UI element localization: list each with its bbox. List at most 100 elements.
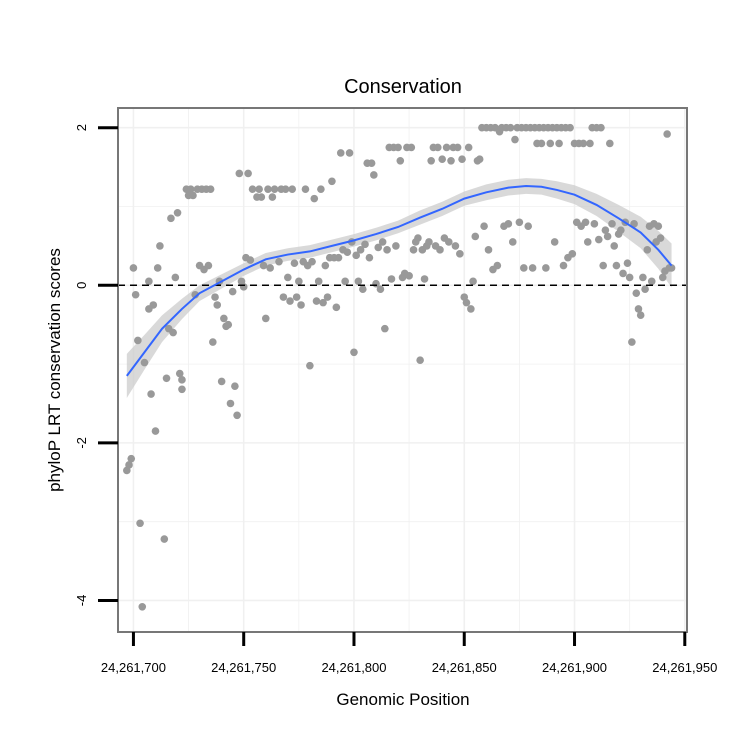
x-axis-tick-label: 24,261,700	[101, 660, 166, 675]
data-point	[484, 246, 493, 254]
data-point	[334, 253, 343, 262]
data-point	[381, 324, 389, 333]
data-point	[186, 185, 195, 193]
data-point	[354, 277, 363, 286]
data-point	[345, 149, 354, 157]
data-point	[145, 277, 153, 286]
data-point	[314, 277, 323, 286]
y-axis-tick-label: 0	[74, 282, 89, 289]
data-point	[239, 283, 248, 291]
data-point	[136, 519, 144, 528]
data-point	[264, 185, 272, 193]
data-point	[425, 238, 433, 246]
data-point	[634, 305, 643, 313]
data-point	[464, 143, 473, 152]
data-point	[667, 264, 676, 272]
x-axis-tick-label: 24,261,850	[432, 660, 497, 675]
data-point	[641, 285, 649, 294]
data-point	[583, 238, 592, 246]
data-point	[178, 376, 186, 384]
data-point	[178, 385, 186, 394]
data-point	[610, 242, 619, 250]
data-point	[209, 338, 217, 346]
data-point	[599, 261, 607, 270]
data-point	[555, 139, 563, 148]
data-point	[663, 130, 671, 138]
data-point	[597, 123, 605, 132]
data-point	[217, 377, 226, 386]
axes: 24,261,700 24,261,750 24,261,800 24,261,850…	[74, 124, 717, 675]
data-point	[475, 155, 484, 164]
data-point	[149, 301, 158, 309]
data-point	[352, 251, 360, 260]
y-axis-title: phyloP LRT conservation scores	[45, 248, 64, 492]
data-point	[524, 222, 533, 230]
data-point	[292, 293, 301, 301]
data-point	[138, 602, 147, 611]
data-point	[442, 143, 451, 152]
data-point	[630, 220, 638, 228]
data-point	[356, 246, 365, 254]
data-point	[559, 261, 568, 270]
data-point	[405, 272, 413, 280]
data-point	[456, 249, 464, 258]
data-point	[658, 273, 667, 282]
data-point	[590, 220, 599, 228]
data-point	[568, 249, 577, 258]
data-point	[643, 246, 652, 254]
data-point	[204, 261, 213, 270]
data-point	[636, 311, 645, 320]
data-point	[542, 264, 550, 272]
x-axis-title: Genomic Position	[336, 690, 469, 709]
data-point	[462, 298, 471, 307]
data-point	[387, 275, 396, 283]
data-point	[295, 277, 303, 286]
data-point	[301, 185, 310, 193]
data-point	[173, 209, 182, 217]
x-axis-tick-label: 24,261,900	[542, 660, 607, 675]
data-point	[546, 139, 555, 148]
data-point	[134, 336, 142, 345]
data-point	[508, 238, 517, 246]
data-point	[286, 297, 294, 305]
data-point	[231, 382, 239, 390]
data-point	[350, 348, 358, 357]
data-point	[248, 185, 257, 193]
data-point	[312, 297, 321, 305]
data-point	[394, 143, 402, 152]
data-point	[235, 169, 244, 178]
smooth-fit-line	[126, 185, 673, 377]
data-point	[528, 264, 537, 272]
data-point	[319, 298, 327, 307]
data-point	[306, 361, 314, 370]
data-point	[654, 222, 663, 230]
data-point	[601, 226, 610, 234]
data-point	[332, 303, 341, 312]
data-point	[427, 156, 435, 165]
data-point	[125, 461, 133, 469]
data-point	[617, 226, 625, 234]
data-point	[171, 273, 180, 282]
data-point	[206, 185, 215, 193]
data-point	[153, 264, 162, 272]
data-point	[436, 246, 444, 254]
data-point	[378, 238, 387, 246]
data-point	[414, 234, 422, 242]
data-point	[321, 261, 330, 270]
data-point	[515, 218, 524, 227]
data-point	[213, 301, 222, 309]
data-point	[281, 185, 290, 193]
data-point	[467, 305, 475, 313]
data-point	[383, 246, 391, 254]
data-point	[416, 356, 424, 364]
data-point	[438, 155, 446, 164]
data-point	[586, 139, 594, 148]
data-point	[606, 139, 614, 148]
data-point	[361, 240, 369, 249]
data-point	[140, 358, 149, 367]
data-point	[147, 390, 155, 398]
data-point	[308, 257, 316, 266]
data-point	[493, 261, 502, 270]
data-point	[511, 135, 519, 144]
data-point	[127, 454, 136, 463]
